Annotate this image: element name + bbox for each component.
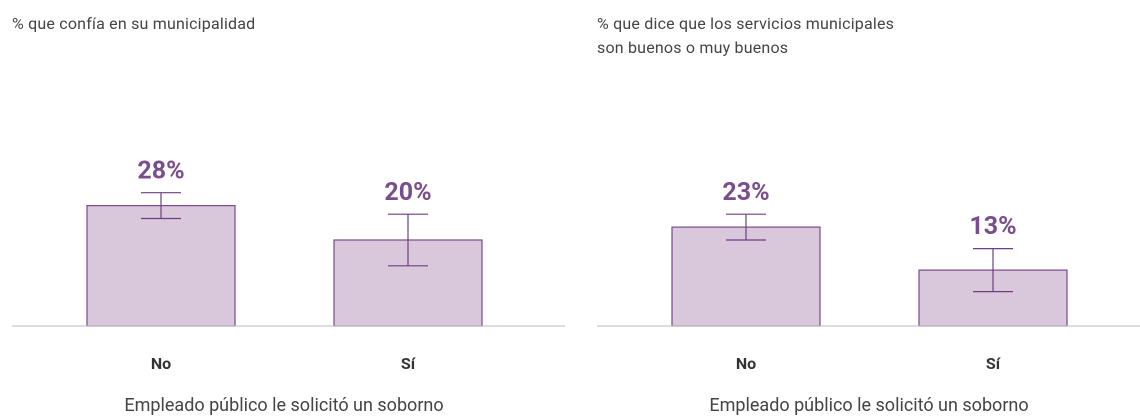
x-axis-label: Empleado público le solicitó un soborno: [124, 395, 443, 416]
data-label: 23%: [722, 178, 769, 207]
x-tick-label: No: [151, 354, 171, 373]
data-label: 13%: [969, 212, 1016, 241]
x-tick-label: Sí: [401, 354, 417, 373]
chart-title: % que confía en su municipalidad: [12, 14, 256, 33]
data-label: 20%: [384, 178, 431, 207]
x-tick-label: No: [736, 354, 756, 373]
bar: [671, 226, 821, 327]
bar: [86, 205, 236, 327]
chart-title: % que dice que los servicios municipales…: [597, 14, 895, 57]
x-axis-label: Empleado público le solicitó un soborno: [709, 395, 1028, 416]
x-tick-label: Sí: [986, 354, 1002, 373]
data-label: 28%: [137, 156, 184, 185]
